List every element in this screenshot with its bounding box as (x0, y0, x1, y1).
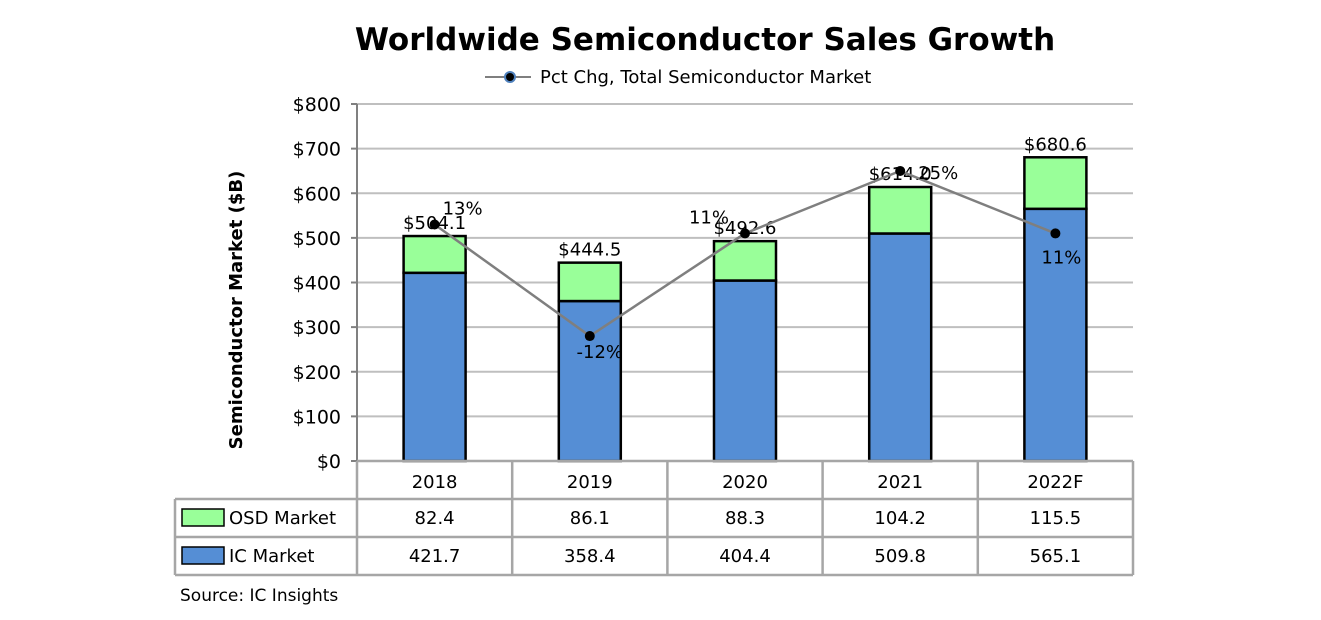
legend-marker (504, 71, 516, 83)
bar-osd-market (557, 261, 623, 303)
table-row-label: OSD Market (229, 508, 336, 529)
y-tick-label: $500 (293, 228, 341, 250)
pct-change-label: 11% (1041, 247, 1081, 268)
pct-change-point (429, 219, 440, 230)
table-cell: 421.7 (409, 546, 461, 567)
category-label: 2022F (1027, 472, 1083, 493)
table-cell: 82.4 (415, 508, 455, 529)
total-label: $444.5 (558, 240, 621, 261)
pct-change-point (895, 165, 906, 176)
pct-change-point (1050, 228, 1061, 239)
y-tick-label: $300 (293, 317, 341, 339)
y-tick-label: $700 (293, 139, 341, 161)
pct-change-label: -12% (577, 342, 624, 363)
bar-ic-market (867, 232, 933, 463)
table-legend-swatch (181, 508, 225, 527)
y-axis-label: Semiconductor Market ($B) (226, 171, 247, 450)
y-tick-label: $200 (293, 362, 341, 384)
pct-change-label: 25% (918, 163, 958, 184)
data-table: 2018 2019 2020 2021 2022F OSD Market 82.4 86.1 8… (173, 459, 1135, 577)
bar-ic-market (557, 299, 623, 463)
category-label: 2021 (877, 472, 923, 493)
pct-change-label: 13% (443, 198, 483, 219)
bars (402, 156, 1088, 463)
bar-ic-market (712, 279, 778, 463)
category-label: 2020 (722, 472, 768, 493)
y-tick-labels: $0 $100 $200 $300 $400 $500 $600 $700 $800 (293, 94, 341, 473)
table-cell: 404.4 (719, 546, 771, 567)
y-tick-label: $600 (293, 183, 341, 205)
y-tick-label: $0 (317, 451, 341, 473)
total-label: $680.6 (1024, 134, 1087, 155)
category-label: 2018 (412, 472, 458, 493)
pct-change-point (584, 331, 595, 342)
source-note: Source: IC Insights (180, 586, 338, 606)
legend-label: Pct Chg, Total Semiconductor Market (540, 67, 871, 88)
legend: Pct Chg, Total Semiconductor Market (485, 67, 871, 88)
bar-osd-market (867, 185, 933, 235)
table-legend-swatch (181, 546, 225, 565)
pct-change-line: 13% -12% 11% 25% 11% (429, 163, 1081, 363)
y-tick-label: $800 (293, 94, 341, 116)
pct-change-point (740, 228, 750, 239)
total-labels: $504.1$444.5$492.6$614.0$680.6 (403, 134, 1087, 260)
table-cell: 115.5 (1030, 508, 1082, 529)
table-row-label: IC Market (229, 546, 314, 567)
category-label: 2019 (567, 472, 613, 493)
y-tick-label: $400 (293, 273, 341, 295)
bar-osd-market (1023, 156, 1088, 211)
chart-title: Worldwide Semiconductor Sales Growth (355, 22, 1055, 58)
table-cell: 104.2 (874, 508, 926, 529)
bar-ic-market (402, 271, 467, 463)
bar-osd-market (402, 234, 467, 275)
table-cell: 88.3 (725, 508, 765, 529)
y-tick-label: $100 (293, 406, 341, 428)
table-cell: 565.1 (1030, 546, 1082, 567)
pct-change-label: 11% (689, 207, 729, 228)
table-cell: 358.4 (564, 546, 616, 567)
table-cell: 509.8 (874, 546, 926, 567)
table-cell: 86.1 (570, 508, 610, 529)
